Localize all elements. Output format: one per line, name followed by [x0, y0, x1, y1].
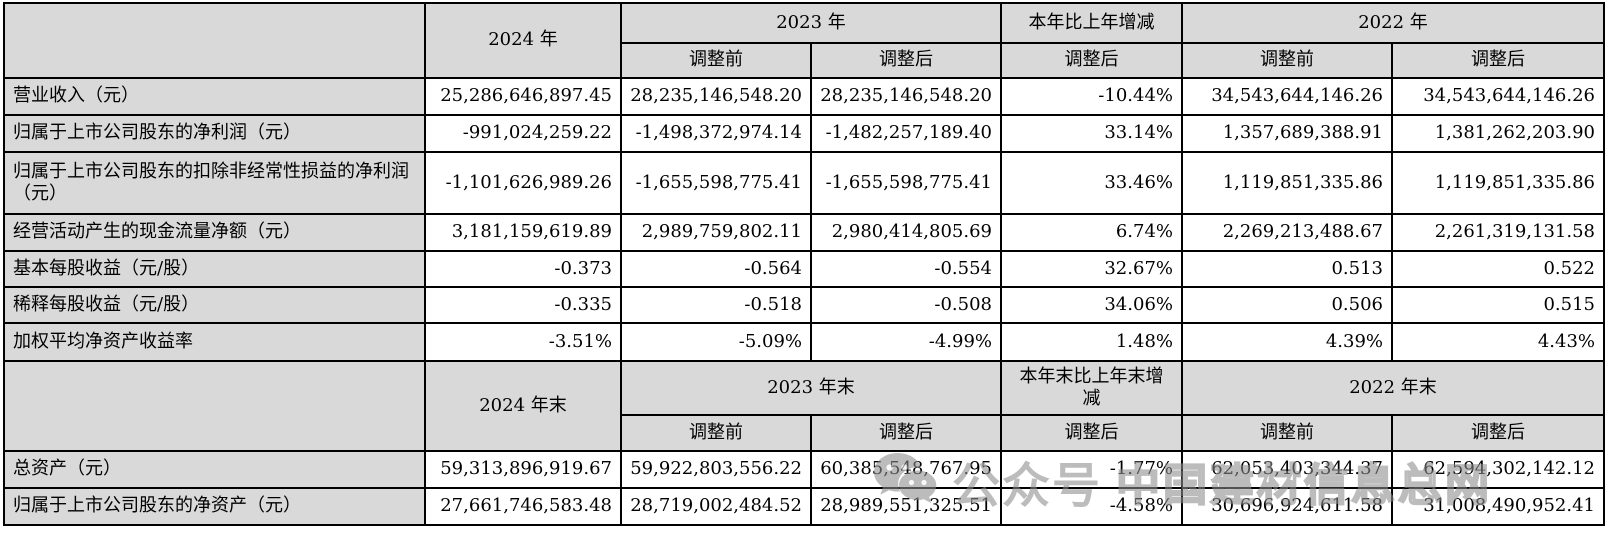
subheader-2023end-post: 调整后	[810, 414, 1002, 452]
header-year-2023: 2023 年	[620, 2, 1002, 44]
value-cell: 0.506	[1181, 286, 1393, 324]
value-cell: -991,024,259.22	[424, 114, 622, 153]
value-cell: 31,008,490,952.41	[1391, 487, 1605, 526]
row-label: 稀释每股收益（元/股）	[3, 286, 426, 324]
header-yoy-change: 本年比上年增减	[1000, 2, 1183, 44]
table-row: 调整前 调整后 调整后 调整前 调整后	[4, 42, 1605, 79]
value-cell: 1,357,689,388.91	[1181, 114, 1393, 153]
row-label: 经营活动产生的现金流量净额（元）	[3, 213, 426, 252]
header-yearend-2022: 2022 年末	[1181, 360, 1605, 416]
table-row: 调整前 调整后 调整后 调整前 调整后	[4, 414, 1605, 452]
value-cell: 27,661,746,583.48	[424, 487, 622, 526]
value-cell: -1.77%	[1000, 450, 1183, 489]
value-cell: 33.46%	[1000, 151, 1183, 215]
value-cell: 2,261,319,131.58	[1391, 213, 1605, 252]
value-cell: 4.39%	[1181, 322, 1393, 362]
value-cell: 28,989,551,325.51	[810, 487, 1002, 526]
value-cell: 28,719,002,484.52	[620, 487, 812, 526]
table-row-operating-cash-flow: 经营活动产生的现金流量净额（元） 3,181,159,619.89 2,989,…	[3, 213, 1605, 252]
table-row-total-assets: 总资产（元） 59,313,896,919.67 59,922,803,556.…	[3, 450, 1605, 489]
table-row-net-profit: 归属于上市公司股东的净利润（元） -991,024,259.22 -1,498,…	[3, 114, 1605, 153]
value-cell: 1,119,851,335.86	[1391, 151, 1605, 215]
table-row-basic-eps: 基本每股收益（元/股） -0.373 -0.564 -0.554 32.67% …	[3, 250, 1605, 288]
value-cell: 34,543,644,146.26	[1181, 77, 1393, 116]
value-cell: -1,655,598,775.41	[810, 151, 1002, 215]
value-cell: 33.14%	[1000, 114, 1183, 153]
value-cell: 32.67%	[1000, 250, 1183, 288]
value-cell: 1,119,851,335.86	[1181, 151, 1393, 215]
value-cell: 62,053,403,344.37	[1181, 450, 1393, 489]
key-financials-table: 2024 年 2023 年 本年比上年增减 2022 年 调整前 调整后 调整后…	[3, 2, 1605, 526]
value-cell: -1,482,257,189.40	[810, 114, 1002, 153]
subheader-2023-post: 调整后	[810, 42, 1002, 79]
subheader-2022end-pre: 调整前	[1181, 414, 1393, 452]
header-year-2022: 2022 年	[1181, 2, 1605, 44]
subheader-change-post: 调整后	[1000, 42, 1183, 79]
row-label: 总资产（元）	[3, 450, 426, 489]
value-cell: -3.51%	[424, 322, 622, 362]
corner-cell-annual	[3, 2, 426, 79]
value-cell: 1.48%	[1000, 322, 1183, 362]
subheader-2023-pre: 调整前	[620, 42, 812, 79]
value-cell: 28,235,146,548.20	[620, 77, 812, 116]
row-label: 归属于上市公司股东的净资产（元）	[3, 487, 426, 526]
table-row: 2024 年末 2023 年末 本年末比上年末增减 2022 年末	[3, 360, 1605, 452]
value-cell: 59,922,803,556.22	[620, 450, 812, 489]
table-row-revenue: 营业收入（元） 25,286,646,897.45 28,235,146,548…	[3, 77, 1605, 116]
value-cell: 0.513	[1181, 250, 1393, 288]
value-cell: 28,235,146,548.20	[810, 77, 1002, 116]
value-cell: -0.554	[810, 250, 1002, 288]
value-cell: 6.74%	[1000, 213, 1183, 252]
header-year-2024: 2024 年	[424, 2, 622, 79]
header-yearend-change: 本年末比上年末增减	[1000, 360, 1183, 416]
value-cell: 1,381,262,203.90	[1391, 114, 1605, 153]
table-row-net-profit-excl-nonrecurring: 归属于上市公司股东的扣除非经常性损益的净利润（元） -1,101,626,989…	[3, 151, 1605, 215]
header-yearend-2023: 2023 年末	[620, 360, 1002, 416]
table-row-weighted-avg-roe: 加权平均净资产收益率 -3.51% -5.09% -4.99% 1.48% 4.…	[3, 322, 1605, 362]
value-cell: 2,980,414,805.69	[810, 213, 1002, 252]
value-cell: 2,989,759,802.11	[620, 213, 812, 252]
value-cell: -0.564	[620, 250, 812, 288]
row-label: 营业收入（元）	[3, 77, 426, 116]
table-row-diluted-eps: 稀释每股收益（元/股） -0.335 -0.518 -0.508 34.06% …	[3, 286, 1605, 324]
value-cell: 60,385,548,767.95	[810, 450, 1002, 489]
header-yearend-2024: 2024 年末	[424, 360, 622, 452]
value-cell: -10.44%	[1000, 77, 1183, 116]
subheader-2022-pre: 调整前	[1181, 42, 1393, 79]
value-cell: 59,313,896,919.67	[424, 450, 622, 489]
value-cell: 2,269,213,488.67	[1181, 213, 1393, 252]
row-label: 归属于上市公司股东的净利润（元）	[3, 114, 426, 153]
table-row: 2024 年 2023 年 本年比上年增减 2022 年	[3, 2, 1605, 79]
value-cell: 30,696,924,611.58	[1181, 487, 1393, 526]
row-label: 加权平均净资产收益率	[3, 322, 426, 362]
value-cell: 3,181,159,619.89	[424, 213, 622, 252]
subheader-changeend-post: 调整后	[1000, 414, 1183, 452]
value-cell: -0.508	[810, 286, 1002, 324]
row-label: 归属于上市公司股东的扣除非经常性损益的净利润（元）	[3, 151, 426, 215]
value-cell: 25,286,646,897.45	[424, 77, 622, 116]
value-cell: -1,498,372,974.14	[620, 114, 812, 153]
value-cell: -4.99%	[810, 322, 1002, 362]
value-cell: -1,101,626,989.26	[424, 151, 622, 215]
table-row-net-assets: 归属于上市公司股东的净资产（元） 27,661,746,583.48 28,71…	[3, 487, 1605, 526]
value-cell: 34.06%	[1000, 286, 1183, 324]
corner-cell-yearend	[3, 360, 426, 452]
value-cell: 4.43%	[1391, 322, 1605, 362]
value-cell: -0.373	[424, 250, 622, 288]
value-cell: 34,543,644,146.26	[1391, 77, 1605, 116]
value-cell: -4.58%	[1000, 487, 1183, 526]
value-cell: -5.09%	[620, 322, 812, 362]
value-cell: -0.335	[424, 286, 622, 324]
value-cell: 0.522	[1391, 250, 1605, 288]
value-cell: 0.515	[1391, 286, 1605, 324]
row-label: 基本每股收益（元/股）	[3, 250, 426, 288]
subheader-2023end-pre: 调整前	[620, 414, 812, 452]
subheader-2022end-post: 调整后	[1391, 414, 1605, 452]
value-cell: -0.518	[620, 286, 812, 324]
subheader-2022-post: 调整后	[1391, 42, 1605, 79]
value-cell: 62,594,302,142.12	[1391, 450, 1605, 489]
value-cell: -1,655,598,775.41	[620, 151, 812, 215]
header-yearend-change-text: 本年末比上年末增减	[1019, 365, 1164, 410]
